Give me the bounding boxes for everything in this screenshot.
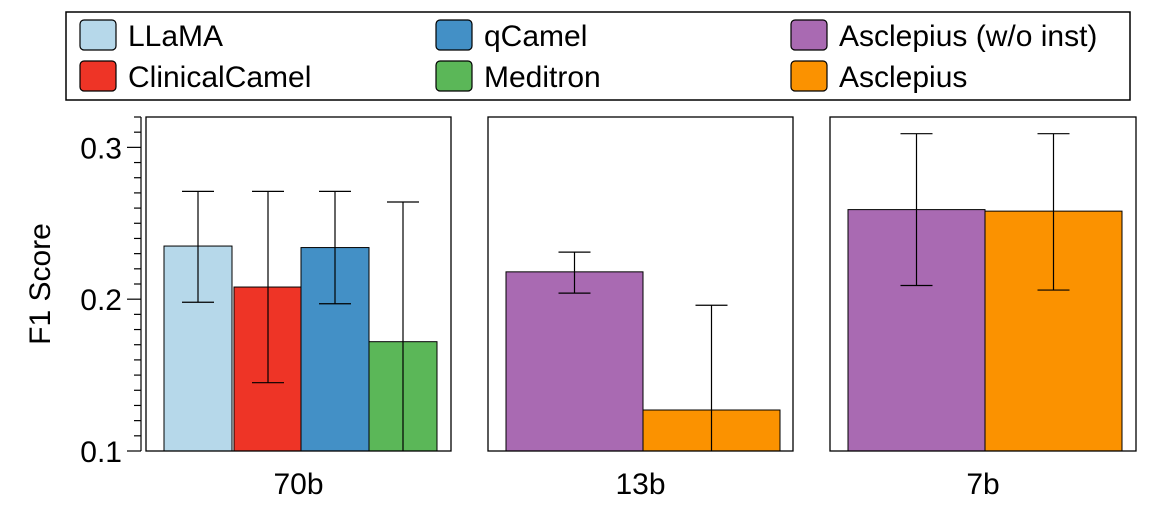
panel-label-70b: 70b — [273, 468, 323, 501]
legend-label-asclepius: Asclepius — [839, 61, 967, 94]
legend-swatch-meditron — [435, 60, 473, 92]
bar-13b-asclepius-w-o-inst — [505, 271, 644, 452]
y-tick-label: 0.2 — [80, 284, 122, 317]
legend-swatch-asclepius-w-o-inst — [790, 19, 828, 51]
legend-label-clinicalcamel: ClinicalCamel — [128, 61, 311, 94]
legend-swatch-llama — [79, 19, 117, 51]
panel-frame-13b — [487, 116, 794, 452]
panels: 70b 13b 7b — [145, 116, 1137, 501]
panel-label-7b: 7b — [966, 468, 999, 501]
legend-frame — [65, 11, 1131, 101]
panel-frame-70b — [145, 116, 452, 452]
panel-7b: 7b — [829, 116, 1137, 501]
y-tick-label: 0.1 — [80, 436, 122, 469]
legend-swatch-asclepius — [790, 60, 828, 92]
legend: LLaMA qCamel Asclepius (w/o inst) ClinicalC… — [65, 11, 1131, 101]
y-axis-title: F1 Score — [24, 223, 57, 345]
legend-label-llama: LLaMA — [128, 20, 223, 53]
panel-frame-7b — [829, 116, 1137, 452]
y-axis: 0.1 0.2 0.3 F1 Score — [24, 116, 142, 469]
panel-70b: 70b — [145, 116, 452, 501]
legend-swatch-qcamel — [435, 19, 473, 51]
legend-label-qcamel: qCamel — [484, 20, 587, 53]
panel-label-13b: 13b — [615, 468, 665, 501]
legend-label-asclepius-w-o-inst: Asclepius (w/o inst) — [839, 20, 1097, 53]
legend-swatch-clinicalcamel — [79, 60, 117, 92]
panel-13b: 13b — [487, 116, 794, 501]
legend-label-meditron: Meditron — [484, 61, 601, 94]
y-tick-label: 0.3 — [80, 132, 122, 165]
